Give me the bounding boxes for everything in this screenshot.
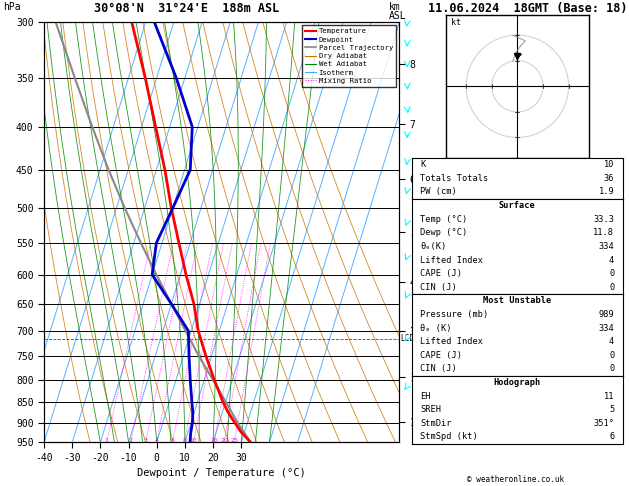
Text: Most Unstable: Most Unstable <box>483 296 552 305</box>
Text: Surface: Surface <box>499 201 536 210</box>
Text: 4: 4 <box>609 337 615 346</box>
Text: 0: 0 <box>609 351 615 360</box>
Text: K: K <box>420 160 426 169</box>
Text: Hodograph: Hodograph <box>494 378 541 387</box>
Y-axis label: Mixing Ratio (g/kg): Mixing Ratio (g/kg) <box>418 181 428 283</box>
Text: 4: 4 <box>155 438 159 443</box>
Text: 36: 36 <box>604 174 615 183</box>
Text: © weatheronline.co.uk: © weatheronline.co.uk <box>467 474 564 484</box>
Text: 30°08'N  31°24'E  188m ASL: 30°08'N 31°24'E 188m ASL <box>94 2 280 16</box>
Text: Pressure (mb): Pressure (mb) <box>420 310 489 319</box>
Text: kt: kt <box>451 18 461 27</box>
Text: km: km <box>389 2 401 13</box>
Text: PW (cm): PW (cm) <box>420 188 457 196</box>
Text: 10: 10 <box>604 160 615 169</box>
Text: 3: 3 <box>143 438 148 443</box>
Text: 33.3: 33.3 <box>593 215 615 224</box>
Text: LCL: LCL <box>400 334 414 343</box>
Text: StmDir: StmDir <box>420 419 452 428</box>
Text: SREH: SREH <box>420 405 442 414</box>
Text: 351°: 351° <box>593 419 615 428</box>
Text: 11.8: 11.8 <box>593 228 615 237</box>
X-axis label: Dewpoint / Temperature (°C): Dewpoint / Temperature (°C) <box>137 468 306 478</box>
Text: 1.9: 1.9 <box>599 188 615 196</box>
Text: CAPE (J): CAPE (J) <box>420 269 462 278</box>
Text: 16: 16 <box>210 438 218 443</box>
Text: Totals Totals: Totals Totals <box>420 174 489 183</box>
Text: Temp (°C): Temp (°C) <box>420 215 468 224</box>
Text: 10: 10 <box>190 438 198 443</box>
Text: 8: 8 <box>182 438 186 443</box>
Text: 20: 20 <box>220 438 228 443</box>
Text: 5: 5 <box>609 405 615 414</box>
Text: θₑ(K): θₑ(K) <box>420 242 447 251</box>
Text: 11: 11 <box>604 392 615 400</box>
Text: 334: 334 <box>599 324 615 332</box>
Text: 1: 1 <box>105 438 109 443</box>
Text: 6: 6 <box>170 438 174 443</box>
Text: 0: 0 <box>609 364 615 373</box>
Text: 11.06.2024  18GMT (Base: 18): 11.06.2024 18GMT (Base: 18) <box>428 2 627 16</box>
Text: ASL: ASL <box>389 11 406 21</box>
Text: 4: 4 <box>609 256 615 264</box>
Text: CIN (J): CIN (J) <box>420 364 457 373</box>
Text: CIN (J): CIN (J) <box>420 283 457 292</box>
Text: 0: 0 <box>609 283 615 292</box>
Text: 334: 334 <box>599 242 615 251</box>
Text: Lifted Index: Lifted Index <box>420 256 484 264</box>
Text: CAPE (J): CAPE (J) <box>420 351 462 360</box>
Text: Dewp (°C): Dewp (°C) <box>420 228 468 237</box>
Text: 989: 989 <box>599 310 615 319</box>
Text: 2: 2 <box>129 438 133 443</box>
Text: EH: EH <box>420 392 431 400</box>
Text: 25: 25 <box>230 438 238 443</box>
Legend: Temperature, Dewpoint, Parcel Trajectory, Dry Adiabat, Wet Adiabat, Isotherm, Mi: Temperature, Dewpoint, Parcel Trajectory… <box>302 25 396 87</box>
Text: 6: 6 <box>609 433 615 441</box>
Text: hPa: hPa <box>3 2 21 13</box>
Text: 0: 0 <box>609 269 615 278</box>
Text: Lifted Index: Lifted Index <box>420 337 484 346</box>
Text: StmSpd (kt): StmSpd (kt) <box>420 433 478 441</box>
Text: θₑ (K): θₑ (K) <box>420 324 452 332</box>
